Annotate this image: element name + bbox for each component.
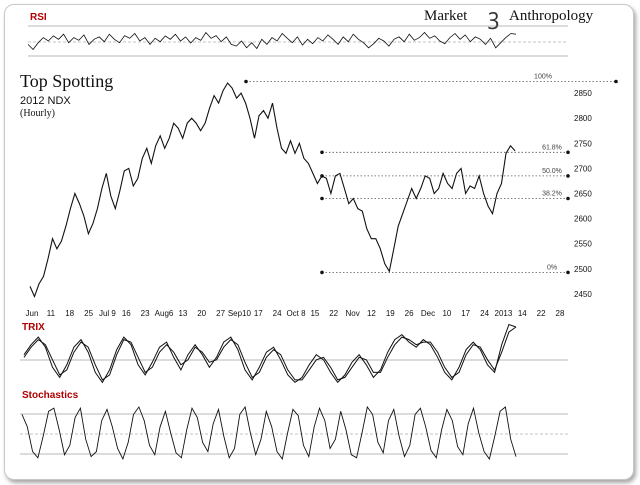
chart-subtitle-hourly: (Hourly): [20, 108, 55, 119]
x-tick-label: 18: [65, 309, 74, 318]
rsi-series-line: [27, 31, 517, 51]
x-axis: Jun 11 18 25 Jul 9 16 23 Aug6 13 20 27 Sep10 17 24 Oct…: [26, 309, 565, 318]
y-tick-label: 2450: [574, 290, 592, 299]
trix-series-line: [23, 323, 517, 384]
retracement-label: 100%: [534, 74, 552, 81]
y-tick-label: 2500: [574, 265, 592, 274]
x-tick-label: 28: [556, 309, 565, 318]
stochastics-label: Stochastics: [22, 390, 79, 401]
retracement-end-dot: [614, 79, 618, 84]
x-tick-label: 12: [367, 309, 376, 318]
retracement-label: 38.2%: [542, 191, 562, 198]
x-tick-label: 26: [405, 309, 414, 318]
y-tick-label: 2850: [574, 89, 592, 98]
retracement-lines: 100% 61.8% 50.0% 38.2% 0%: [244, 74, 618, 275]
chart-card: [4, 4, 634, 480]
retracement-start-dot: [244, 79, 248, 84]
x-tick-label: 13: [178, 309, 187, 318]
y-tick-label: 2600: [574, 215, 592, 224]
main-price-panel: 100% 61.8% 50.0% 38.2% 0% 2450 2500 2550 2600 26…: [26, 74, 618, 318]
retracement-label: 61.8%: [542, 144, 562, 151]
x-tick-label: Aug6: [155, 309, 174, 318]
chart-title: Top Spotting: [20, 71, 113, 91]
retracement-label: 50.0%: [542, 168, 562, 175]
x-tick-label: Nov: [345, 309, 359, 318]
x-tick-label: 24: [480, 309, 489, 318]
brand-anthropology: Anthropology: [509, 8, 594, 24]
x-tick-label: 24: [273, 309, 282, 318]
x-tick-label: Jun: [26, 309, 39, 318]
y-tick-label: 2750: [574, 139, 592, 148]
x-tick-label: 11: [47, 309, 56, 318]
x-tick-label: 16: [122, 309, 131, 318]
x-tick-label: 10: [442, 309, 451, 318]
x-tick-label: 15: [310, 309, 319, 318]
y-tick-label: 2650: [574, 190, 592, 199]
retracement-end-dot: [566, 270, 570, 275]
stochastics-panel: Stochastics: [20, 390, 568, 461]
trix-signal-line: [23, 326, 517, 381]
y-tick-label: 2700: [574, 164, 592, 173]
stochastics-series-line: [21, 405, 517, 461]
trix-panel: TRIX: [20, 322, 568, 384]
rsi-panel: RSI: [27, 12, 568, 57]
retracement-start-dot: [320, 150, 324, 155]
x-tick-label: Dec: [421, 309, 435, 318]
x-tick-label: 20: [197, 309, 206, 318]
retracement-end-dot: [566, 196, 570, 201]
retracement-end-dot: [566, 174, 570, 178]
x-tick-label: 17: [461, 309, 470, 318]
trix-label: TRIX: [22, 322, 45, 333]
x-tick-label: 22: [537, 309, 546, 318]
price-series-line: [29, 82, 516, 298]
x-tick-label: 25: [84, 309, 93, 318]
x-tick-label: 2013: [495, 309, 513, 318]
x-tick-label: 23: [141, 309, 150, 318]
x-tick-label: 17: [254, 309, 263, 318]
x-tick-label: 19: [386, 309, 395, 318]
chart-subtitle: 2012 NDX: [20, 95, 71, 107]
x-tick-label: Sep10: [228, 309, 252, 318]
x-tick-label: 14: [518, 309, 527, 318]
brand-market: Market: [424, 8, 468, 24]
x-tick-label: Oct 8: [286, 309, 306, 318]
retracement-end-dot: [566, 150, 570, 155]
y-tick-label: 2550: [574, 240, 592, 249]
x-tick-label: Jul 9: [99, 309, 116, 318]
retracement-start-dot: [320, 270, 324, 275]
brand-logo-icon: ꝫ: [488, 4, 499, 30]
x-tick-label: 27: [216, 309, 225, 318]
retracement-label: 0%: [547, 264, 557, 271]
y-tick-label: 2800: [574, 114, 592, 123]
x-tick-label: 22: [329, 309, 338, 318]
retracement-start-dot: [320, 196, 324, 201]
y-axis: 2450 2500 2550 2600 2650 2700 2750 2800 2850: [574, 89, 592, 299]
rsi-label: RSI: [30, 12, 47, 23]
